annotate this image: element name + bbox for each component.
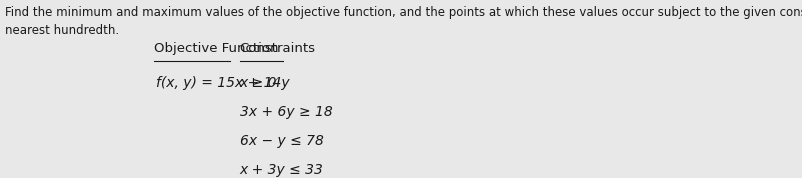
- Text: f(x, y) = 15x + 14y: f(x, y) = 15x + 14y: [156, 77, 290, 90]
- Text: Find the minimum and maximum values of the objective function, and the points at: Find the minimum and maximum values of t…: [6, 6, 802, 37]
- Text: Objective Function: Objective Function: [154, 42, 278, 55]
- Text: 3x + 6y ≥ 18: 3x + 6y ≥ 18: [240, 105, 333, 119]
- Text: Constraints: Constraints: [240, 42, 316, 55]
- Text: x + 3y ≤ 33: x + 3y ≤ 33: [240, 163, 324, 177]
- Text: x ≥ 0: x ≥ 0: [240, 77, 277, 90]
- Text: 6x − y ≤ 78: 6x − y ≤ 78: [240, 134, 324, 148]
